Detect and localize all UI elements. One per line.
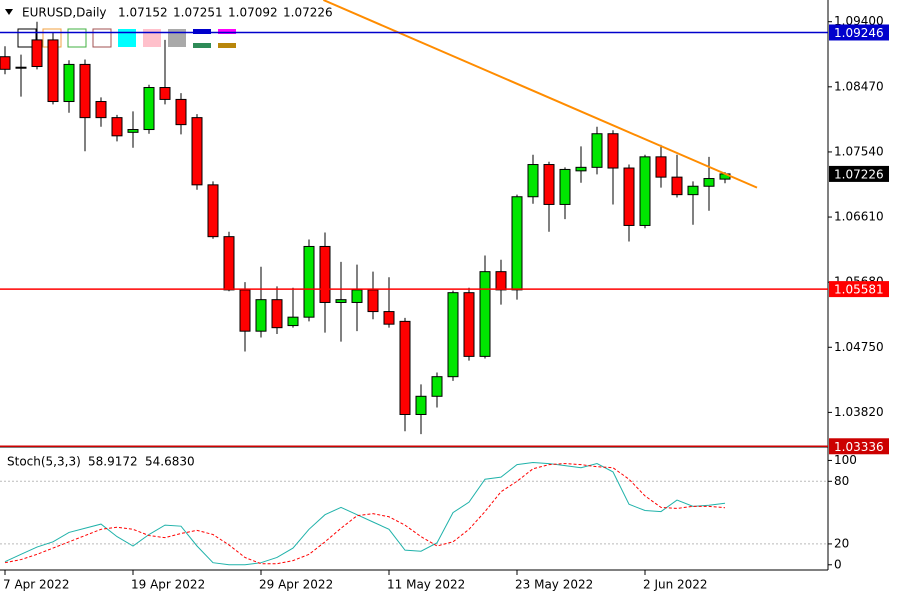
candle-body: [607, 133, 619, 169]
candle-body: [415, 395, 427, 415]
y-tick-label: 20: [834, 536, 849, 550]
current-price-label: 1.07226: [834, 167, 884, 181]
toolbar-icons: [5, 9, 236, 48]
candle-body: [303, 245, 315, 318]
price-label: 1.09246: [834, 26, 884, 40]
x-tick-label: 23 May 2022: [515, 578, 593, 592]
candle-body: [431, 376, 443, 397]
icon: [193, 29, 211, 34]
candle-body: [671, 176, 683, 196]
x-tick-label: 7 Apr 2022: [3, 578, 70, 592]
trend-line: [323, 0, 758, 189]
y-tick-label: 80: [834, 474, 849, 488]
x-tick-label: 29 Apr 2022: [259, 578, 333, 592]
price-box: [829, 24, 889, 41]
candle-body: [95, 101, 107, 119]
candle-body: [319, 245, 331, 303]
candle-body: [111, 117, 123, 137]
icon: [143, 29, 161, 47]
candle-body: [703, 178, 715, 187]
candle-body: [655, 156, 667, 178]
candle-body: [31, 39, 43, 68]
x-tick-label: 11 May 2022: [387, 578, 465, 592]
low-value: 1.07092: [228, 6, 278, 20]
candle-body: [447, 292, 459, 378]
menu-arrow: [5, 9, 13, 15]
y-tick-label: 100: [834, 453, 857, 467]
candle-body: [351, 289, 363, 303]
candle-body: [399, 320, 411, 415]
candle-body: [15, 66, 27, 69]
x-tick-label: 19 Apr 2022: [131, 578, 205, 592]
candle-body: [175, 98, 187, 126]
icon: [168, 29, 186, 47]
candle-body: [559, 168, 571, 205]
stoch-line: [4, 463, 726, 565]
candle-body: [623, 167, 635, 226]
icon: [67, 28, 87, 48]
icon: [17, 28, 37, 48]
candle-body: [479, 271, 491, 357]
y-tick-label: 1.06610: [834, 210, 884, 224]
candle-body: [47, 39, 59, 103]
candle-body: [191, 117, 203, 186]
candle-body: [527, 164, 539, 198]
candle-body: [495, 271, 507, 291]
candle-body: [271, 299, 283, 329]
y-tick-label: 1.07540: [834, 144, 884, 158]
price-box: [829, 281, 889, 298]
candle-body: [159, 87, 171, 100]
price-box: [829, 438, 889, 455]
indicator-title: Stoch(5,3,3): [7, 455, 81, 469]
current-price-box: [829, 165, 889, 182]
y-tick-label: 0: [834, 557, 842, 571]
icon: [218, 43, 236, 48]
candle-body: [511, 196, 523, 291]
price-label: 1.05581: [834, 283, 884, 297]
high-value: 1.07251: [173, 6, 223, 20]
x-tick-label: 2 Jun 2022: [643, 578, 708, 592]
open-value: 1.07152: [118, 6, 168, 20]
candle-body: [335, 299, 347, 303]
close-value: 1.07226: [283, 6, 333, 20]
candle-body: [591, 133, 603, 168]
stoch-main-value: 58.9172: [88, 455, 138, 469]
stoch-signal-value: 54.6830: [145, 455, 195, 469]
candle-body: [207, 184, 219, 238]
icon: [92, 28, 112, 48]
candle-body: [543, 164, 555, 205]
icon: [218, 29, 236, 34]
icon: [118, 29, 136, 47]
candle-body: [687, 185, 699, 196]
candle-body: [367, 289, 379, 313]
y-tick-label: 1.03820: [834, 405, 884, 419]
candle-body: [239, 289, 251, 332]
candle-body: [0, 56, 11, 70]
candle-body: [223, 236, 235, 291]
candle-body: [255, 299, 267, 332]
candle-body: [463, 292, 475, 357]
icon: [193, 43, 211, 48]
y-tick-label: 1.08470: [834, 79, 884, 93]
candle-body: [575, 166, 587, 172]
candle-body: [287, 316, 299, 327]
price-label: 1.03336: [834, 440, 884, 454]
candle-body: [383, 311, 395, 325]
y-tick-label: 1.04750: [834, 340, 884, 354]
candle-body: [127, 129, 139, 133]
symbol-title: EURUSD,Daily: [22, 6, 107, 20]
candle-body: [143, 87, 155, 131]
stoch-line: [4, 462, 726, 566]
candle-body: [63, 63, 75, 103]
candle-body: [639, 156, 651, 226]
candle-body: [79, 63, 91, 119]
